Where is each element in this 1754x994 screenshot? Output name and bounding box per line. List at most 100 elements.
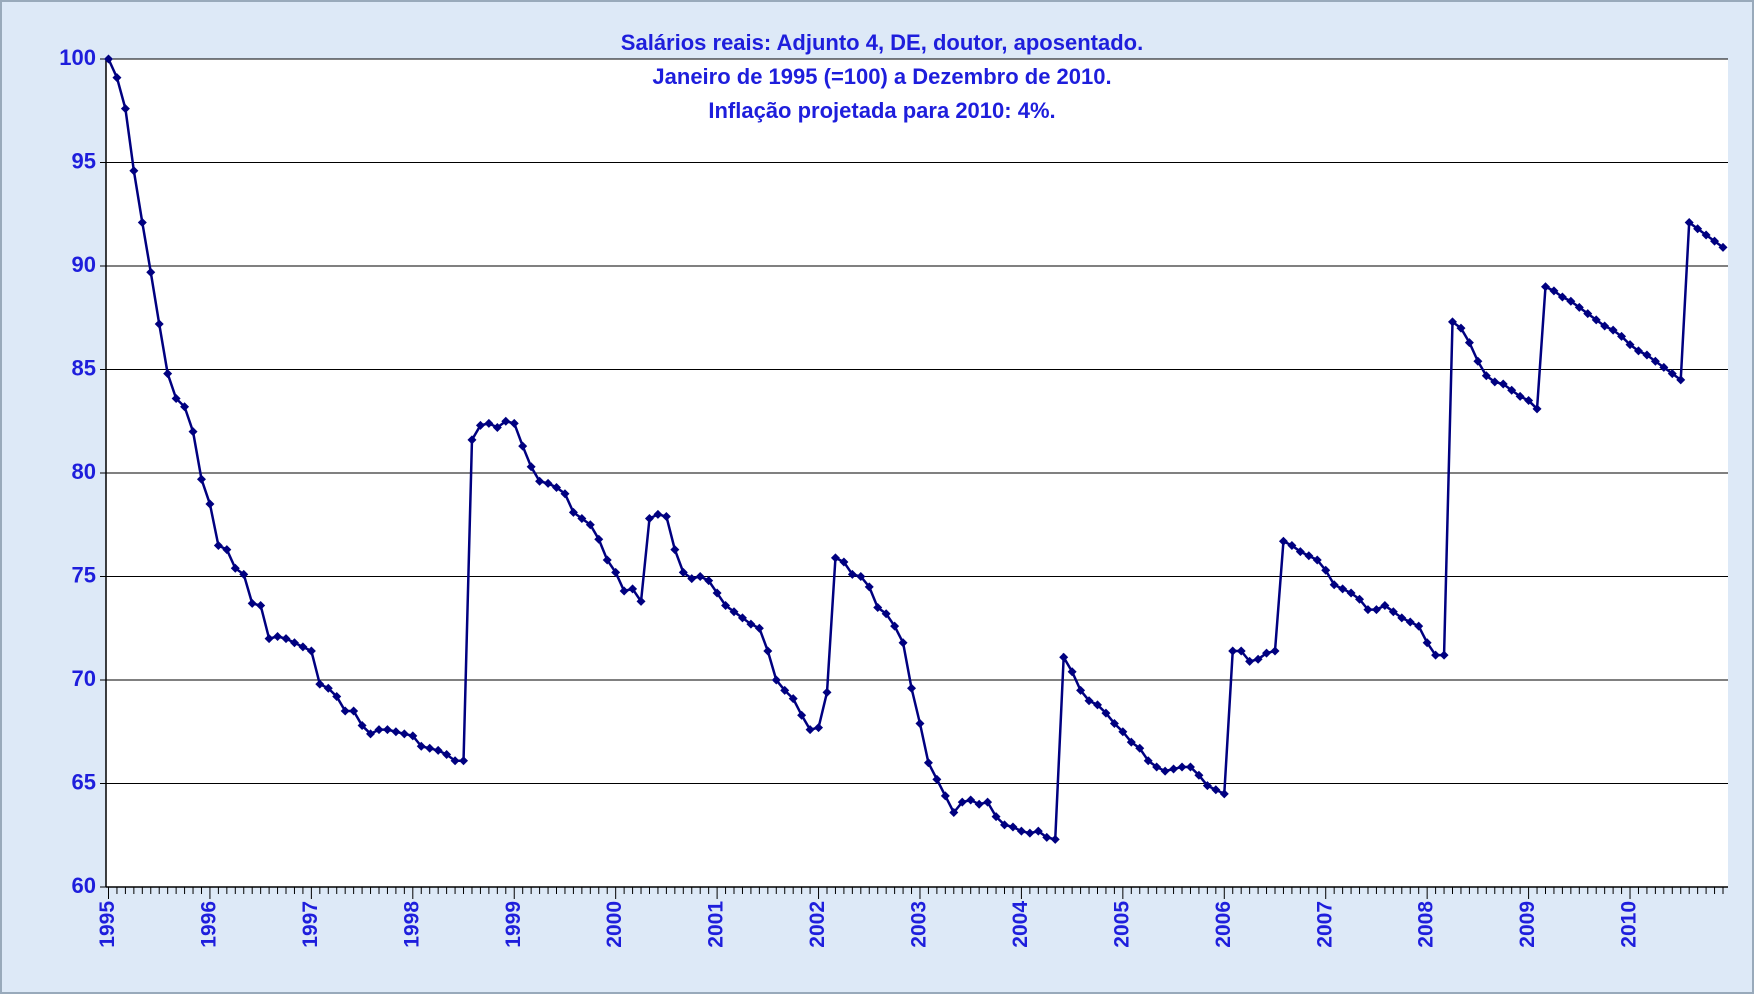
data-marker xyxy=(1583,309,1593,319)
data-marker xyxy=(1718,242,1728,252)
data-marker xyxy=(1287,540,1297,550)
data-marker xyxy=(247,598,257,608)
data-marker xyxy=(1109,718,1119,728)
data-marker xyxy=(737,613,747,623)
x-tick-label: 2003 xyxy=(908,901,931,948)
chart-subtitle: Janeiro de 1995 (=100) a Dezembro de 201… xyxy=(652,64,1111,89)
data-marker xyxy=(788,694,798,704)
data-marker xyxy=(1084,696,1094,706)
y-tick-label: 75 xyxy=(72,562,96,587)
data-marker xyxy=(1710,236,1720,246)
data-marker xyxy=(1067,667,1077,677)
x-tick-label: 2009 xyxy=(1516,901,1539,948)
data-marker xyxy=(1135,743,1145,753)
data-marker xyxy=(1380,600,1390,610)
data-marker xyxy=(1456,323,1466,333)
data-marker xyxy=(678,567,688,577)
y-tick-label: 90 xyxy=(72,252,96,277)
data-marker xyxy=(543,478,553,488)
data-marker xyxy=(898,638,908,648)
data-marker xyxy=(1253,654,1263,664)
x-tick-label: 1997 xyxy=(299,901,322,948)
data-marker xyxy=(1540,282,1550,292)
data-marker xyxy=(1033,826,1043,836)
data-marker xyxy=(180,402,190,412)
data-marker xyxy=(1566,296,1576,306)
data-marker xyxy=(1126,737,1136,747)
data-marker xyxy=(289,638,299,648)
data-marker xyxy=(1633,346,1643,356)
data-marker xyxy=(1160,766,1170,776)
data-marker xyxy=(1439,650,1449,660)
data-marker xyxy=(230,563,240,573)
data-marker xyxy=(873,603,883,613)
data-marker xyxy=(923,758,933,768)
data-marker xyxy=(1608,325,1618,335)
data-marker xyxy=(839,557,849,567)
data-marker xyxy=(1507,385,1517,395)
data-marker xyxy=(188,427,198,437)
data-marker xyxy=(653,509,663,519)
data-marker xyxy=(991,812,1001,822)
data-marker xyxy=(1464,338,1474,348)
data-marker xyxy=(340,706,350,716)
data-marker xyxy=(501,416,511,426)
data-marker xyxy=(1346,588,1356,598)
data-marker xyxy=(366,729,376,739)
data-marker xyxy=(949,807,959,817)
x-tick-label: 2007 xyxy=(1313,901,1336,948)
data-marker xyxy=(425,743,435,753)
data-marker xyxy=(1701,230,1711,240)
data-marker xyxy=(256,600,266,610)
data-marker xyxy=(1490,377,1500,387)
data-marker xyxy=(568,507,578,517)
data-marker xyxy=(120,104,130,114)
data-marker xyxy=(239,569,249,579)
data-marker xyxy=(1591,315,1601,325)
data-marker xyxy=(805,725,815,735)
data-marker xyxy=(1000,820,1010,830)
data-marker xyxy=(306,646,316,656)
data-marker xyxy=(1101,708,1111,718)
data-marker xyxy=(1312,555,1322,565)
x-tick-label: 2010 xyxy=(1618,901,1641,948)
data-marker xyxy=(577,514,587,524)
data-marker xyxy=(957,797,967,807)
data-marker xyxy=(374,725,384,735)
data-marker xyxy=(1278,536,1288,546)
data-marker xyxy=(492,422,502,432)
data-marker xyxy=(644,514,654,524)
data-marker xyxy=(1625,340,1635,350)
data-marker xyxy=(1042,832,1052,842)
x-tick-label: 2006 xyxy=(1212,901,1235,948)
data-marker xyxy=(1025,828,1035,838)
data-marker xyxy=(1481,371,1491,381)
data-marker xyxy=(509,418,519,428)
data-marker xyxy=(1092,700,1102,710)
data-marker xyxy=(907,683,917,693)
data-marker xyxy=(856,572,866,581)
data-marker xyxy=(704,576,714,586)
data-marker xyxy=(940,791,950,801)
data-marker xyxy=(129,166,139,176)
chart-title: Salários reais: Adjunto 4, DE, doutor, a… xyxy=(621,30,1143,55)
data-marker xyxy=(273,632,283,642)
data-marker xyxy=(382,725,392,735)
data-marker xyxy=(391,727,401,737)
data-marker xyxy=(1363,605,1373,615)
data-marker xyxy=(205,499,215,509)
data-marker xyxy=(349,706,359,716)
data-marker xyxy=(628,584,638,594)
data-marker xyxy=(475,420,485,430)
data-marker xyxy=(1143,756,1153,766)
data-marker xyxy=(797,710,807,720)
data-marker xyxy=(112,73,122,83)
data-marker xyxy=(695,572,705,581)
data-marker xyxy=(281,634,291,644)
data-marker xyxy=(1650,356,1660,366)
data-marker xyxy=(298,642,308,652)
data-marker xyxy=(154,319,164,329)
data-marker xyxy=(1574,302,1584,312)
data-marker xyxy=(1295,547,1305,557)
x-tick-label: 2008 xyxy=(1415,901,1438,948)
